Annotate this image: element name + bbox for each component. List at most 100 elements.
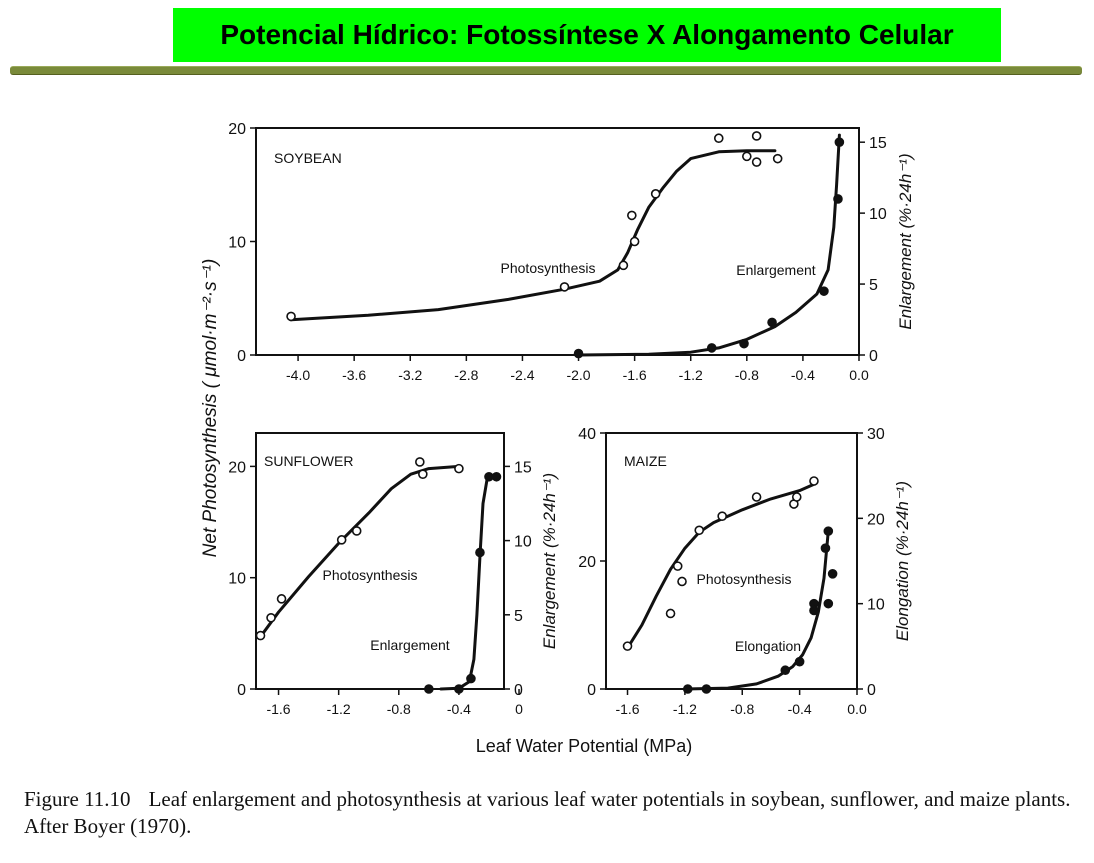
sunflower-enlargement-curve [439,473,498,691]
maize-y-tick-label: 0 [587,682,596,699]
maize-elongation-point [827,568,838,579]
soybean-enlargement-point [739,338,749,349]
soybean-photosynthesis-point [751,131,762,141]
soybean-photosynthesis-label: Photosynthesis [501,260,596,276]
maize-photosynthesis-point [791,492,802,502]
soybean-x-tick-label: -0.8 [735,367,759,383]
soybean-y-tick-label: 10 [228,235,246,252]
sunflower-y2-tick-label: 10 [514,534,532,551]
soybean-y-tick-label: 0 [237,348,246,365]
maize-elongation-point [682,684,693,694]
maize-elongation-point [780,665,791,676]
soybean-photosynthesis-point [751,157,762,167]
maize-photosynthesis-point [751,492,762,502]
soybean-photosynthesis-point [772,153,783,164]
maize-y-tick-label: 40 [578,426,596,443]
soybean-enlargement-point [767,317,777,328]
sunflower-photosynthesis-curve [259,464,461,639]
sunflower-photosynthesis-label: Photosynthesis [323,567,418,583]
maize-y2-tick-label: 30 [867,426,885,443]
soybean-x-tick-label: -0.4 [791,367,815,383]
maize-plot-frame [605,432,858,690]
soybean-enlargement-point [833,194,843,204]
soybean-photosynthesis-point [629,236,640,247]
sunflower-y2-tick-label: 15 [514,459,532,476]
sunflower-x-tick-label: 0 [515,701,523,717]
panel-sunflower: -1.6 -1.2 -0.8 -0.4 0 0 10 20 0 5 10 15 Enlargement … [228,432,559,717]
maize-elongation-label: Elongation [735,638,801,654]
maize-photosynthesis-point [665,608,676,619]
maize-x-tick-label: -1.2 [673,701,697,717]
title-banner: Potencial Hídrico: Fotossíntese X Alonga… [173,8,1001,62]
maize-photosynthesis-label: Photosynthesis [697,571,792,587]
shared-x-axis-label: Leaf Water Potential (MPa) [476,736,692,756]
soybean-photosynthesis-point [742,151,752,162]
maize-elongation-point [809,605,819,616]
maize-x-tick-label: -0.8 [730,701,754,717]
soybean-photosynthesis-point [618,260,629,271]
sunflower-x-tick-label: -0.8 [387,701,411,717]
sunflower-enlargement-point [475,547,485,558]
sunflower-y-tick-label: 10 [228,571,246,588]
slide-title: Potencial Hídrico: Fotossíntese X Alonga… [220,19,954,50]
soybean-enlargement-label: Enlargement [736,262,815,278]
maize-elongation-point [823,526,834,536]
soybean-x-tick-label: -1.2 [679,367,703,383]
soybean-enlargement-point [834,137,845,147]
maize-x-tick-label: -1.6 [615,701,639,717]
sunflower-photosynthesis-point [276,594,287,604]
soybean-y2-tick-label: 5 [869,277,878,294]
sunflower-x-tick-label: -1.2 [327,701,351,717]
soybean-enlargement-point [573,348,584,359]
maize-photosynthesis-point [694,525,705,536]
maize-y2-tick-label: 10 [867,597,885,614]
maize-x-tick-label: 0.0 [847,701,867,717]
soybean-x-tick-label: -1.6 [623,367,647,383]
soybean-photosynthesis-point [650,189,661,199]
soybean-photosynthesis-point [713,133,724,144]
soybean-enlargement-curve [577,133,841,357]
sunflower-photosynthesis-point [415,457,425,467]
soybean-photosynthesis-point [286,311,296,322]
maize-photosynthesis-point [622,641,633,651]
soybean-y2-tick-label: 0 [869,348,878,365]
sunflower-photosynthesis-point [336,535,347,545]
soybean-y2-tick-label: 15 [869,135,887,152]
sunflower-y-tick-label: 0 [237,682,246,699]
soybean-y-tick-label: 20 [228,121,246,138]
soybean-y2-axis-label: Enlargement (%·24h⁻¹) [896,153,915,329]
soybean-y2-tick-label: 10 [869,206,887,223]
sunflower-enlargement-point [424,684,434,694]
title-divider [10,66,1082,75]
maize-y2-axis-label: Elongation (%·24h⁻¹) [893,481,912,641]
maize-photosynthesis-point [672,561,683,571]
sunflower-photosynthesis-point [418,469,428,479]
sunflower-enlargement-point [466,673,476,684]
sunflower-panel-title: SUNFLOWER [264,453,353,469]
maize-photosynthesis-point [677,576,687,587]
sunflower-y2-tick-label: 0 [514,682,523,699]
soybean-x-tick-label: -2.0 [566,367,590,383]
soybean-x-tick-label: -2.8 [454,367,478,383]
soybean-x-tick-label: -2.4 [510,367,534,383]
sunflower-y-tick-label: 20 [228,459,246,476]
sunflower-y2-tick-label: 5 [514,608,523,625]
soybean-x-tick-label: -4.0 [286,367,310,383]
soybean-enlargement-point [706,343,717,353]
sunflower-x-tick-label: -1.6 [266,701,290,717]
maize-photosynthesis-point [717,511,727,522]
sunflower-y2-axis-label: Enlargement (%·24h⁻¹) [540,473,559,649]
soybean-photosynthesis-point [559,282,570,292]
caption-label: Figure 11.10 [24,787,131,811]
sunflower-enlargement-label: Enlargement [370,637,449,653]
sunflower-x-tick-label: -0.4 [447,701,471,717]
soybean-photosynthesis-point [627,210,637,221]
figure-caption: Figure 11.10 Leaf enlargement and photosy… [24,786,1084,840]
sunflower-photosynthesis-point [266,612,276,623]
panel-maize: -1.6 -1.2 -0.8 -0.4 0.0020400102030Elongatio… [578,426,912,717]
maize-elongation-point [701,684,712,694]
maize-elongation-point [823,598,834,609]
soybean-x-tick-label: -3.2 [398,367,422,383]
maize-y2-tick-label: 0 [867,682,876,699]
